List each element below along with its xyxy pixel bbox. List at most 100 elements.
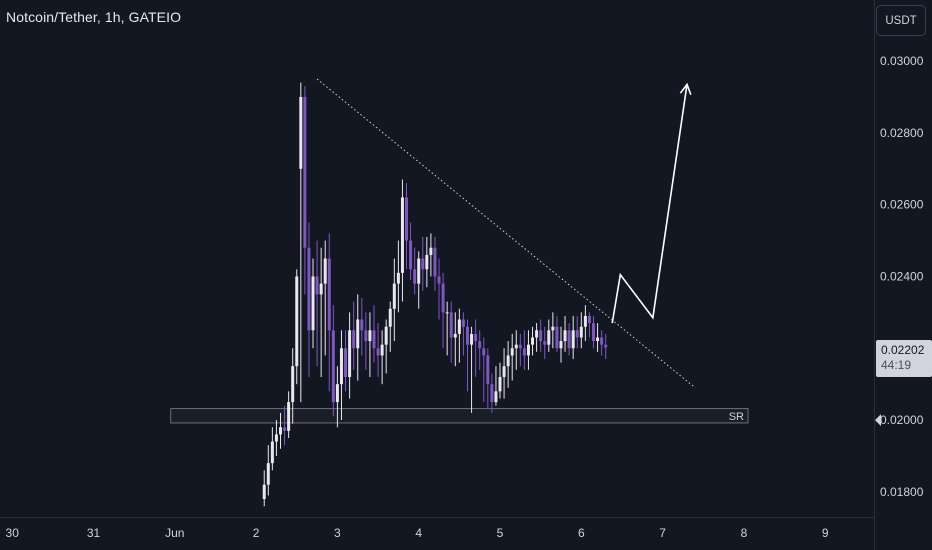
candle-body	[604, 344, 608, 348]
candles	[262, 82, 608, 507]
x-tick-label: 4	[415, 526, 422, 540]
candle-body	[319, 283, 323, 295]
candle-body	[364, 330, 368, 342]
candle-body	[518, 344, 522, 349]
candle-body	[299, 96, 303, 169]
support-zone-rect[interactable]	[170, 408, 749, 424]
candle-body	[445, 312, 449, 314]
bar-countdown: 44:19	[881, 358, 912, 372]
candle-body	[502, 366, 506, 377]
candle-body	[592, 323, 596, 342]
candle-body	[262, 484, 266, 500]
candle-body	[486, 355, 490, 385]
candle-body	[522, 348, 526, 356]
candle-body	[376, 348, 380, 356]
candle-body	[583, 315, 587, 327]
candle-body	[543, 341, 547, 345]
axes: 0.03000 0.02800 0.02600 0.02400 0.02000 0.018…	[6, 54, 924, 540]
candle-body	[413, 269, 417, 284]
candle-body	[278, 427, 282, 435]
candle-body	[295, 276, 299, 367]
candle-body	[579, 326, 583, 338]
candle-body	[539, 330, 543, 342]
candle-body	[368, 330, 372, 342]
candle-body	[547, 330, 551, 345]
candle-body	[596, 337, 600, 342]
candle-body	[441, 283, 445, 313]
candle-body	[327, 258, 331, 331]
candle-body	[559, 341, 563, 349]
annotations[interactable]	[316, 78, 874, 389]
candle-body	[490, 384, 494, 403]
projection-path[interactable]	[611, 84, 688, 324]
candle-body	[417, 258, 421, 284]
candle-body	[575, 330, 579, 338]
candle-body	[307, 247, 311, 331]
last-price-value: 0.02202	[881, 343, 925, 357]
candle-body	[494, 391, 498, 403]
y-tick-label: 0.02000	[880, 413, 924, 427]
candle-body	[384, 326, 388, 345]
y-tick-label: 0.01800	[880, 485, 924, 499]
x-tick-label: 2	[253, 526, 260, 540]
support-zone[interactable]: SR	[170, 408, 749, 424]
candle-body	[429, 247, 433, 255]
candle-body	[266, 463, 270, 485]
candle-body	[360, 319, 364, 331]
currency-button[interactable]: USDT	[876, 5, 926, 36]
y-tick-label: 0.02800	[880, 126, 924, 140]
candle-body	[474, 333, 478, 342]
candle-body	[344, 348, 348, 377]
candle-body	[506, 355, 510, 367]
candle-body	[461, 319, 465, 327]
candle-body	[482, 348, 486, 356]
y-tick-label: 0.03000	[880, 54, 924, 68]
x-tick-label: 5	[497, 526, 504, 540]
candle-body	[339, 348, 343, 385]
candle-body	[470, 333, 474, 345]
candle-body	[348, 330, 352, 377]
candle-body	[400, 197, 404, 273]
candle-body	[465, 326, 469, 345]
candle-body	[478, 341, 482, 349]
candle-body	[315, 276, 319, 295]
candle-body	[600, 337, 604, 345]
candle-body	[535, 330, 539, 338]
candle-body	[571, 330, 575, 349]
candle-body	[514, 344, 518, 349]
price-marker-arrow	[875, 414, 881, 427]
candle-body	[563, 330, 567, 342]
candle-body	[356, 319, 360, 349]
candle-body	[291, 366, 295, 403]
candle-body	[425, 254, 429, 270]
x-tick-label: 31	[87, 526, 101, 540]
x-tick-label: 9	[822, 526, 829, 540]
candle-body	[498, 376, 502, 392]
candle-body	[567, 330, 571, 349]
candle-body	[352, 330, 356, 349]
candle-body	[331, 330, 335, 403]
trendline[interactable]	[316, 78, 696, 389]
x-tick-label: 8	[741, 526, 748, 540]
candle-body	[335, 384, 339, 403]
candle-body	[388, 308, 392, 327]
candle-body	[311, 276, 315, 331]
candle-body	[303, 96, 307, 248]
candle-body	[531, 337, 535, 345]
candle-body	[449, 312, 453, 338]
candle-body	[270, 441, 274, 464]
x-tick-label: 6	[578, 526, 585, 540]
candle-body	[396, 272, 400, 284]
candle-body	[283, 427, 287, 431]
candle-body	[510, 348, 514, 356]
candle-body	[287, 402, 291, 431]
grid-layer	[0, 0, 875, 550]
candle-body	[587, 315, 591, 324]
y-tick-label: 0.02600	[880, 198, 924, 212]
projection-arrowhead	[679, 82, 692, 95]
last-price-tag: 0.02202 44:19	[876, 340, 932, 377]
y-tick-label: 0.02400	[880, 269, 924, 283]
x-tick-label: 3	[334, 526, 341, 540]
candle-body	[380, 344, 384, 356]
